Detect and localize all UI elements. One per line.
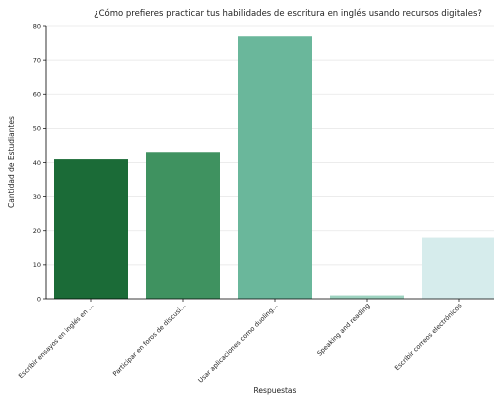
y-tick-label: 30 <box>33 193 41 201</box>
bar <box>422 237 494 299</box>
y-tick-label: 20 <box>33 227 41 235</box>
y-axis-label: Cantidad de Estudiantes <box>7 116 16 208</box>
bar <box>54 159 128 299</box>
x-tick-label: Usar aplicaciones como duoling... <box>196 302 279 385</box>
y-tick-label: 10 <box>33 261 41 269</box>
y-tick-label: 60 <box>33 91 41 99</box>
y-tick-label: 40 <box>33 159 41 167</box>
y-tick-label: 80 <box>33 22 41 30</box>
bar <box>330 295 404 299</box>
chart-title: ¿Cómo prefieres practicar tus habilidade… <box>94 8 482 19</box>
y-tick-label: 50 <box>33 125 41 133</box>
x-tick-label: Escribir correos electrónicos <box>393 301 464 372</box>
bars <box>54 36 494 300</box>
x-tick-label: Escribir ensayos en inglés en ... <box>17 302 95 380</box>
y-tick-label: 0 <box>37 295 41 303</box>
x-tick-label: Speaking and reading <box>315 302 371 358</box>
x-ticks: Escribir ensayos en inglés en ... Partici… <box>17 299 464 385</box>
x-tick-label: Participar en foros de discusi... <box>111 302 187 378</box>
bar <box>238 36 312 300</box>
x-axis-label: Respuestas <box>254 386 297 395</box>
y-ticks: 0 10 20 30 40 50 60 70 80 <box>33 22 46 303</box>
bar <box>146 152 220 299</box>
y-tick-label: 70 <box>33 56 41 64</box>
